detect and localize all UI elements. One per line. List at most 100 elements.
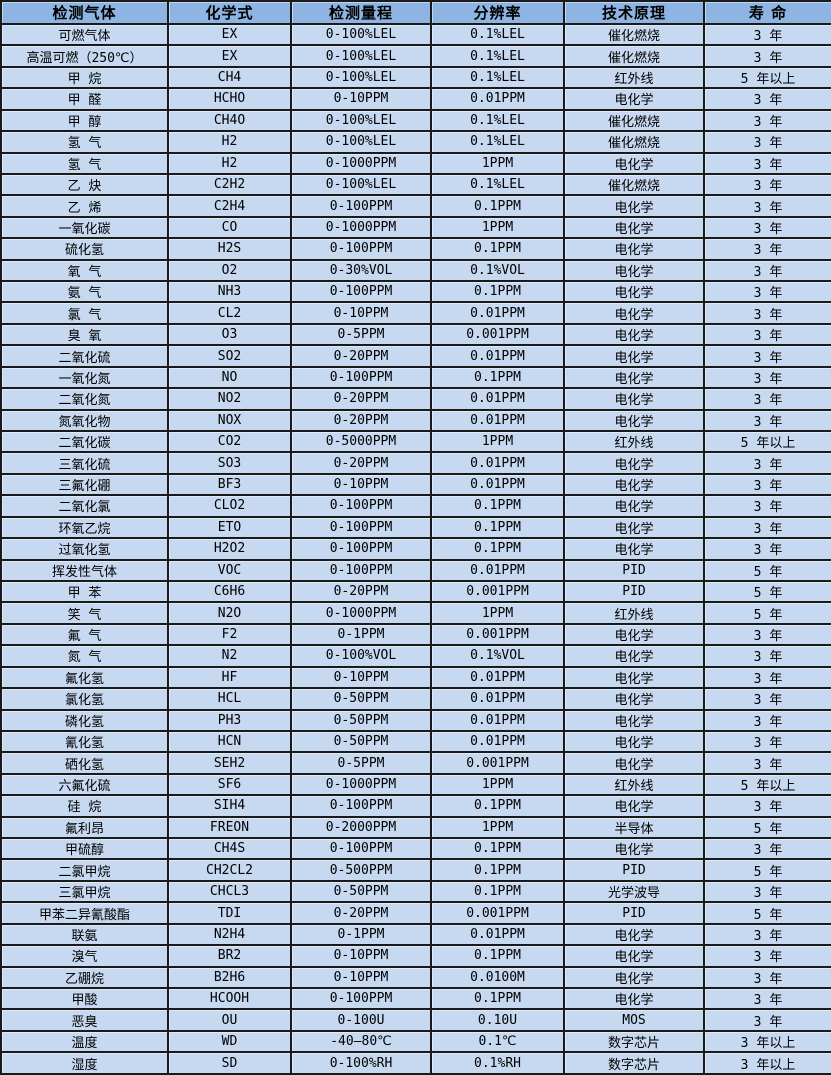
cell-gas: 三氟化硼 — [0, 472, 169, 497]
cell-gas: 氮 气 — [0, 644, 169, 668]
cell-resolution: 0.10U — [430, 1008, 565, 1032]
cell-principle: 电化学 — [563, 87, 705, 111]
column-header-gas: 检测气体 — [0, 0, 169, 25]
cell-range: 0-1PPM — [290, 922, 432, 947]
table-row: 乙 炔 C2H2 0-100%LEL 0.1%LEL 催化燃烧 3 年 — [0, 172, 831, 197]
cell-formula: BR2 — [167, 944, 292, 968]
table-row: 甲 苯 C6H6 0-20PPM 0.001PPM PID 5 年 — [0, 579, 831, 604]
cell-gas: 硅 烷 — [0, 794, 169, 818]
cell-lifespan: 5 年以上 — [703, 429, 831, 454]
cell-resolution: 0.01PPM — [430, 729, 565, 754]
cell-formula: H2 — [167, 130, 292, 154]
cell-gas: 甲苯二异氰酸酯 — [0, 901, 169, 925]
cell-range: 0-100%RH — [290, 1051, 432, 1075]
cell-lifespan: 3 年 — [703, 494, 831, 518]
cell-principle: 电化学 — [563, 365, 705, 390]
cell-resolution: 0.01PPM — [430, 301, 565, 325]
cell-formula: N2O — [167, 601, 292, 625]
cell-resolution: 0.001PPM — [430, 901, 565, 925]
table-row: 一氧化氮 NO 0-100PPM 0.1PPM 电化学 3 年 — [0, 365, 831, 390]
cell-formula: HCL — [167, 687, 292, 711]
cell-range: 0-50PPM — [290, 687, 432, 711]
cell-resolution: 0.1%VOL — [430, 258, 565, 283]
cell-lifespan: 3 年 — [703, 365, 831, 390]
cell-formula: PH3 — [167, 708, 292, 732]
cell-gas: 氧 气 — [0, 258, 169, 283]
cell-formula: NO — [167, 365, 292, 390]
cell-gas: 二氧化氮 — [0, 387, 169, 411]
cell-principle: 红外线 — [563, 65, 705, 90]
table-row: 环氧乙烷 ETO 0-100PPM 0.1PPM 电化学 3 年 — [0, 515, 831, 540]
cell-formula: SO2 — [167, 344, 292, 368]
cell-principle: 红外线 — [563, 429, 705, 454]
cell-gas: 溴气 — [0, 944, 169, 968]
cell-resolution: 1PPM — [430, 772, 565, 797]
cell-formula: SF6 — [167, 772, 292, 797]
cell-resolution: 1PPM — [430, 815, 565, 840]
cell-principle: PID — [563, 558, 705, 582]
cell-gas: 磷化氢 — [0, 708, 169, 732]
column-header-lifespan: 寿 命 — [703, 0, 831, 25]
cell-gas: 一氧化氮 — [0, 365, 169, 390]
table-row: 可燃气体 EX 0-100%LEL 0.1%LEL 催化燃烧 3 年 — [0, 22, 831, 47]
cell-range: 0-2000PPM — [290, 815, 432, 840]
table-row: 甲 醇 CH4O 0-100%LEL 0.1%LEL 催化燃烧 3 年 — [0, 108, 831, 133]
cell-gas: 甲 醛 — [0, 87, 169, 111]
cell-range: 0-100PPM — [290, 837, 432, 861]
cell-principle: 电化学 — [563, 408, 705, 433]
cell-gas: 六氟化硫 — [0, 772, 169, 797]
cell-range: 0-1000PPM — [290, 151, 432, 175]
cell-principle: 电化学 — [563, 665, 705, 690]
cell-resolution: 0.1PPM — [430, 515, 565, 540]
cell-gas: 联氨 — [0, 922, 169, 947]
cell-formula: CH4S — [167, 837, 292, 861]
cell-range: 0-100PPM — [290, 494, 432, 518]
table-row: 甲苯二异氰酸酯 TDI 0-20PPM 0.001PPM PID 5 年 — [0, 901, 831, 925]
cell-resolution: 0.1PPM — [430, 494, 565, 518]
cell-principle: 电化学 — [563, 387, 705, 411]
cell-gas: 环氧乙烷 — [0, 515, 169, 540]
cell-lifespan: 3 年 — [703, 515, 831, 540]
cell-principle: 数字芯片 — [563, 1051, 705, 1075]
table-row: 氮氧化物 NOX 0-20PPM 0.01PPM 电化学 3 年 — [0, 408, 831, 433]
cell-principle: 电化学 — [563, 837, 705, 861]
cell-gas: 乙 炔 — [0, 172, 169, 197]
cell-resolution: 0.1PPM — [430, 986, 565, 1011]
cell-formula: HCOOH — [167, 986, 292, 1011]
cell-gas: 二氧化硫 — [0, 344, 169, 368]
cell-resolution: 0.01PPM — [430, 558, 565, 582]
cell-range: 0-10PPM — [290, 472, 432, 497]
cell-principle: 电化学 — [563, 451, 705, 475]
cell-principle: 电化学 — [563, 301, 705, 325]
cell-principle: 电化学 — [563, 215, 705, 240]
cell-range: 0-500PPM — [290, 858, 432, 882]
cell-lifespan: 3 年 — [703, 280, 831, 304]
cell-range: 0-100PPM — [290, 194, 432, 218]
cell-range: 0-10PPM — [290, 301, 432, 325]
cell-range: 0-100%LEL — [290, 44, 432, 68]
table-row: 氨 气 NH3 0-100PPM 0.1PPM 电化学 3 年 — [0, 280, 831, 304]
cell-resolution: 0.1%LEL — [430, 130, 565, 154]
cell-gas: 氟化氢 — [0, 665, 169, 690]
cell-resolution: 0.001PPM — [430, 622, 565, 647]
cell-range: 0-100%LEL — [290, 172, 432, 197]
cell-lifespan: 3 年 — [703, 322, 831, 347]
cell-gas: 乙 烯 — [0, 194, 169, 218]
cell-formula: HCHO — [167, 87, 292, 111]
cell-gas: 乙硼烷 — [0, 965, 169, 990]
table-row: 高温可燃（250℃） EX 0-100%LEL 0.1%LEL 催化燃烧 3 年 — [0, 44, 831, 68]
cell-principle: 电化学 — [563, 944, 705, 968]
cell-principle: 催化燃烧 — [563, 22, 705, 47]
table-row: 硫化氢 H2S 0-100PPM 0.1PPM 电化学 3 年 — [0, 237, 831, 261]
cell-lifespan: 5 年以上 — [703, 65, 831, 90]
table-row: 氢 气 H2 0-1000PPM 1PPM 电化学 3 年 — [0, 151, 831, 175]
cell-principle: PID — [563, 858, 705, 882]
cell-range: 0-100PPM — [290, 537, 432, 561]
cell-principle: 电化学 — [563, 322, 705, 347]
cell-gas: 氯 气 — [0, 301, 169, 325]
table-row: 湿度 SD 0-100%RH 0.1%RH 数字芯片 3 年以上 — [0, 1051, 831, 1075]
cell-principle: 数字芯片 — [563, 1029, 705, 1054]
cell-lifespan: 5 年 — [703, 558, 831, 582]
cell-resolution: 0.1PPM — [430, 794, 565, 818]
cell-resolution: 0.01PPM — [430, 87, 565, 111]
